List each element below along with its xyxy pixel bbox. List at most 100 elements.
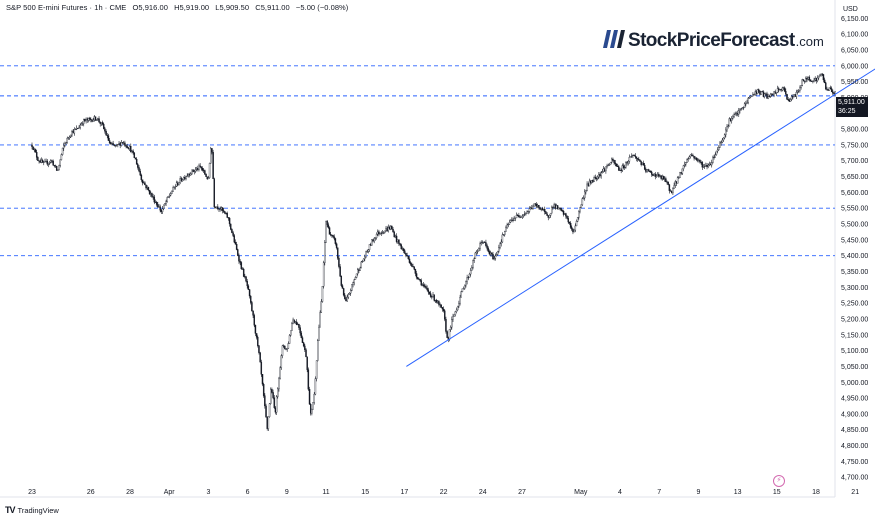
candle-body-46 [85, 118, 87, 122]
candle-body-284 [365, 251, 367, 258]
candle-body-320 [407, 255, 410, 260]
candle-body-653 [799, 87, 801, 91]
candle-body-412 [515, 215, 518, 219]
y-tick-label-9: 5,700.00 [841, 158, 868, 165]
candle-body-394 [494, 255, 497, 259]
candle-body-34 [71, 131, 73, 136]
candle-body-396 [496, 250, 499, 255]
candle-body-59 [100, 122, 103, 124]
candle-body-547 [674, 181, 676, 186]
candle-body-67 [110, 142, 112, 145]
candle-body-673 [822, 74, 825, 81]
candle-body-18 [52, 160, 54, 166]
candle-body-437 [545, 211, 547, 215]
candle-body-641 [785, 90, 787, 95]
candle-body-283 [364, 256, 366, 260]
candle-body-361 [455, 309, 458, 312]
candle-body-369 [465, 281, 467, 286]
candle-body-328 [417, 277, 419, 280]
time-axis[interactable]: 23 26 28 Apr 3 6 9 11 15 17 22 24 27 May 4 7 9 13 15 18 21 [28, 489, 859, 496]
candle-body-69 [112, 143, 114, 145]
candle-body-627 [768, 96, 771, 98]
candle-body-638 [781, 87, 784, 91]
y-tick-label-1: 6,100.00 [841, 32, 868, 39]
candle-body-662 [809, 79, 812, 82]
last-price-tag: 5,911.00 36:25 [836, 97, 868, 117]
candle-body-78 [123, 142, 125, 144]
candle-body-16 [50, 160, 52, 163]
y-tick-label-19: 5,200.00 [841, 316, 868, 323]
candle-body-239 [312, 402, 314, 410]
y-tick-label-4: 5,950.00 [841, 79, 868, 86]
candle-body-243 [317, 340, 319, 361]
candle-body-271 [349, 290, 352, 294]
candle-body-630 [772, 93, 774, 96]
candle-body-570 [701, 162, 704, 168]
candle-body-76 [120, 142, 123, 146]
candle-body-73 [117, 144, 119, 146]
candle-body-595 [730, 117, 733, 121]
candle-body-385 [484, 241, 486, 243]
candle-body-504 [623, 167, 626, 169]
candle-body-175 [237, 249, 239, 256]
candle-body-408 [511, 219, 513, 221]
candle-body-10 [43, 161, 45, 163]
candle-body-202 [268, 403, 271, 417]
candle-body-100 [148, 189, 151, 195]
candle-body-577 [709, 163, 712, 166]
candle-body-609 [747, 98, 749, 103]
candle-body-244 [318, 326, 320, 341]
tradingview-attribution[interactable]: TV TradingView [5, 505, 59, 515]
candle-body-347 [439, 304, 441, 306]
candle-body-604 [741, 107, 744, 110]
candle-body-99 [147, 187, 150, 191]
candle-body-346 [438, 301, 440, 305]
candle-body-332 [421, 284, 424, 286]
candle-body-176 [238, 255, 240, 262]
candle-body-444 [553, 204, 555, 208]
symbol-title[interactable]: S&P 500 E-mini Futures · 1h · CME [6, 3, 127, 12]
candle-body-362 [456, 305, 459, 311]
candle-body-115 [166, 197, 168, 202]
candle-body-468 [581, 198, 584, 205]
x-tick-label-4: 3 [206, 489, 210, 496]
candle-body-525 [648, 170, 651, 172]
candle-body-360 [454, 311, 457, 315]
candle-body-516 [638, 159, 640, 161]
candle-body-0 [31, 144, 33, 147]
candle-body-182 [245, 276, 247, 282]
candle-body-260 [337, 247, 339, 259]
candle-body-663 [810, 80, 813, 82]
candle-body-418 [522, 214, 525, 216]
candle-body-506 [626, 162, 628, 164]
candle-body-199 [265, 405, 267, 418]
candle-body-448 [558, 207, 560, 210]
candle-body-66 [108, 140, 111, 144]
candle-body-435 [542, 209, 545, 211]
x-tick-label-20: 21 [851, 489, 859, 496]
candle-body-455 [566, 216, 568, 219]
candle-body-445 [554, 204, 557, 209]
candle-body-379 [476, 250, 479, 253]
flash-icon[interactable]: ⚡ [773, 475, 785, 487]
candle-body-142 [198, 165, 200, 170]
candle-body-514 [635, 156, 638, 159]
candle-body-48 [87, 118, 90, 121]
candle-body-314 [400, 244, 402, 250]
candle-body-327 [415, 273, 418, 278]
candle-body-376 [473, 258, 475, 261]
candle-body-219 [288, 335, 291, 344]
y-tick-label-23: 5,000.00 [841, 380, 868, 387]
candle-body-233 [305, 349, 307, 358]
y-tick-label-24: 4,950.00 [841, 396, 868, 403]
x-tick-label-19: 18 [812, 489, 820, 496]
candle-body-532 [656, 174, 659, 176]
candle-body-331 [420, 280, 422, 286]
candle-body-264 [341, 285, 344, 289]
candle-body-381 [479, 243, 481, 249]
candle-body-123 [175, 182, 178, 187]
tradingview-logo-icon: TV [5, 505, 15, 515]
candle-body-655 [801, 79, 804, 86]
